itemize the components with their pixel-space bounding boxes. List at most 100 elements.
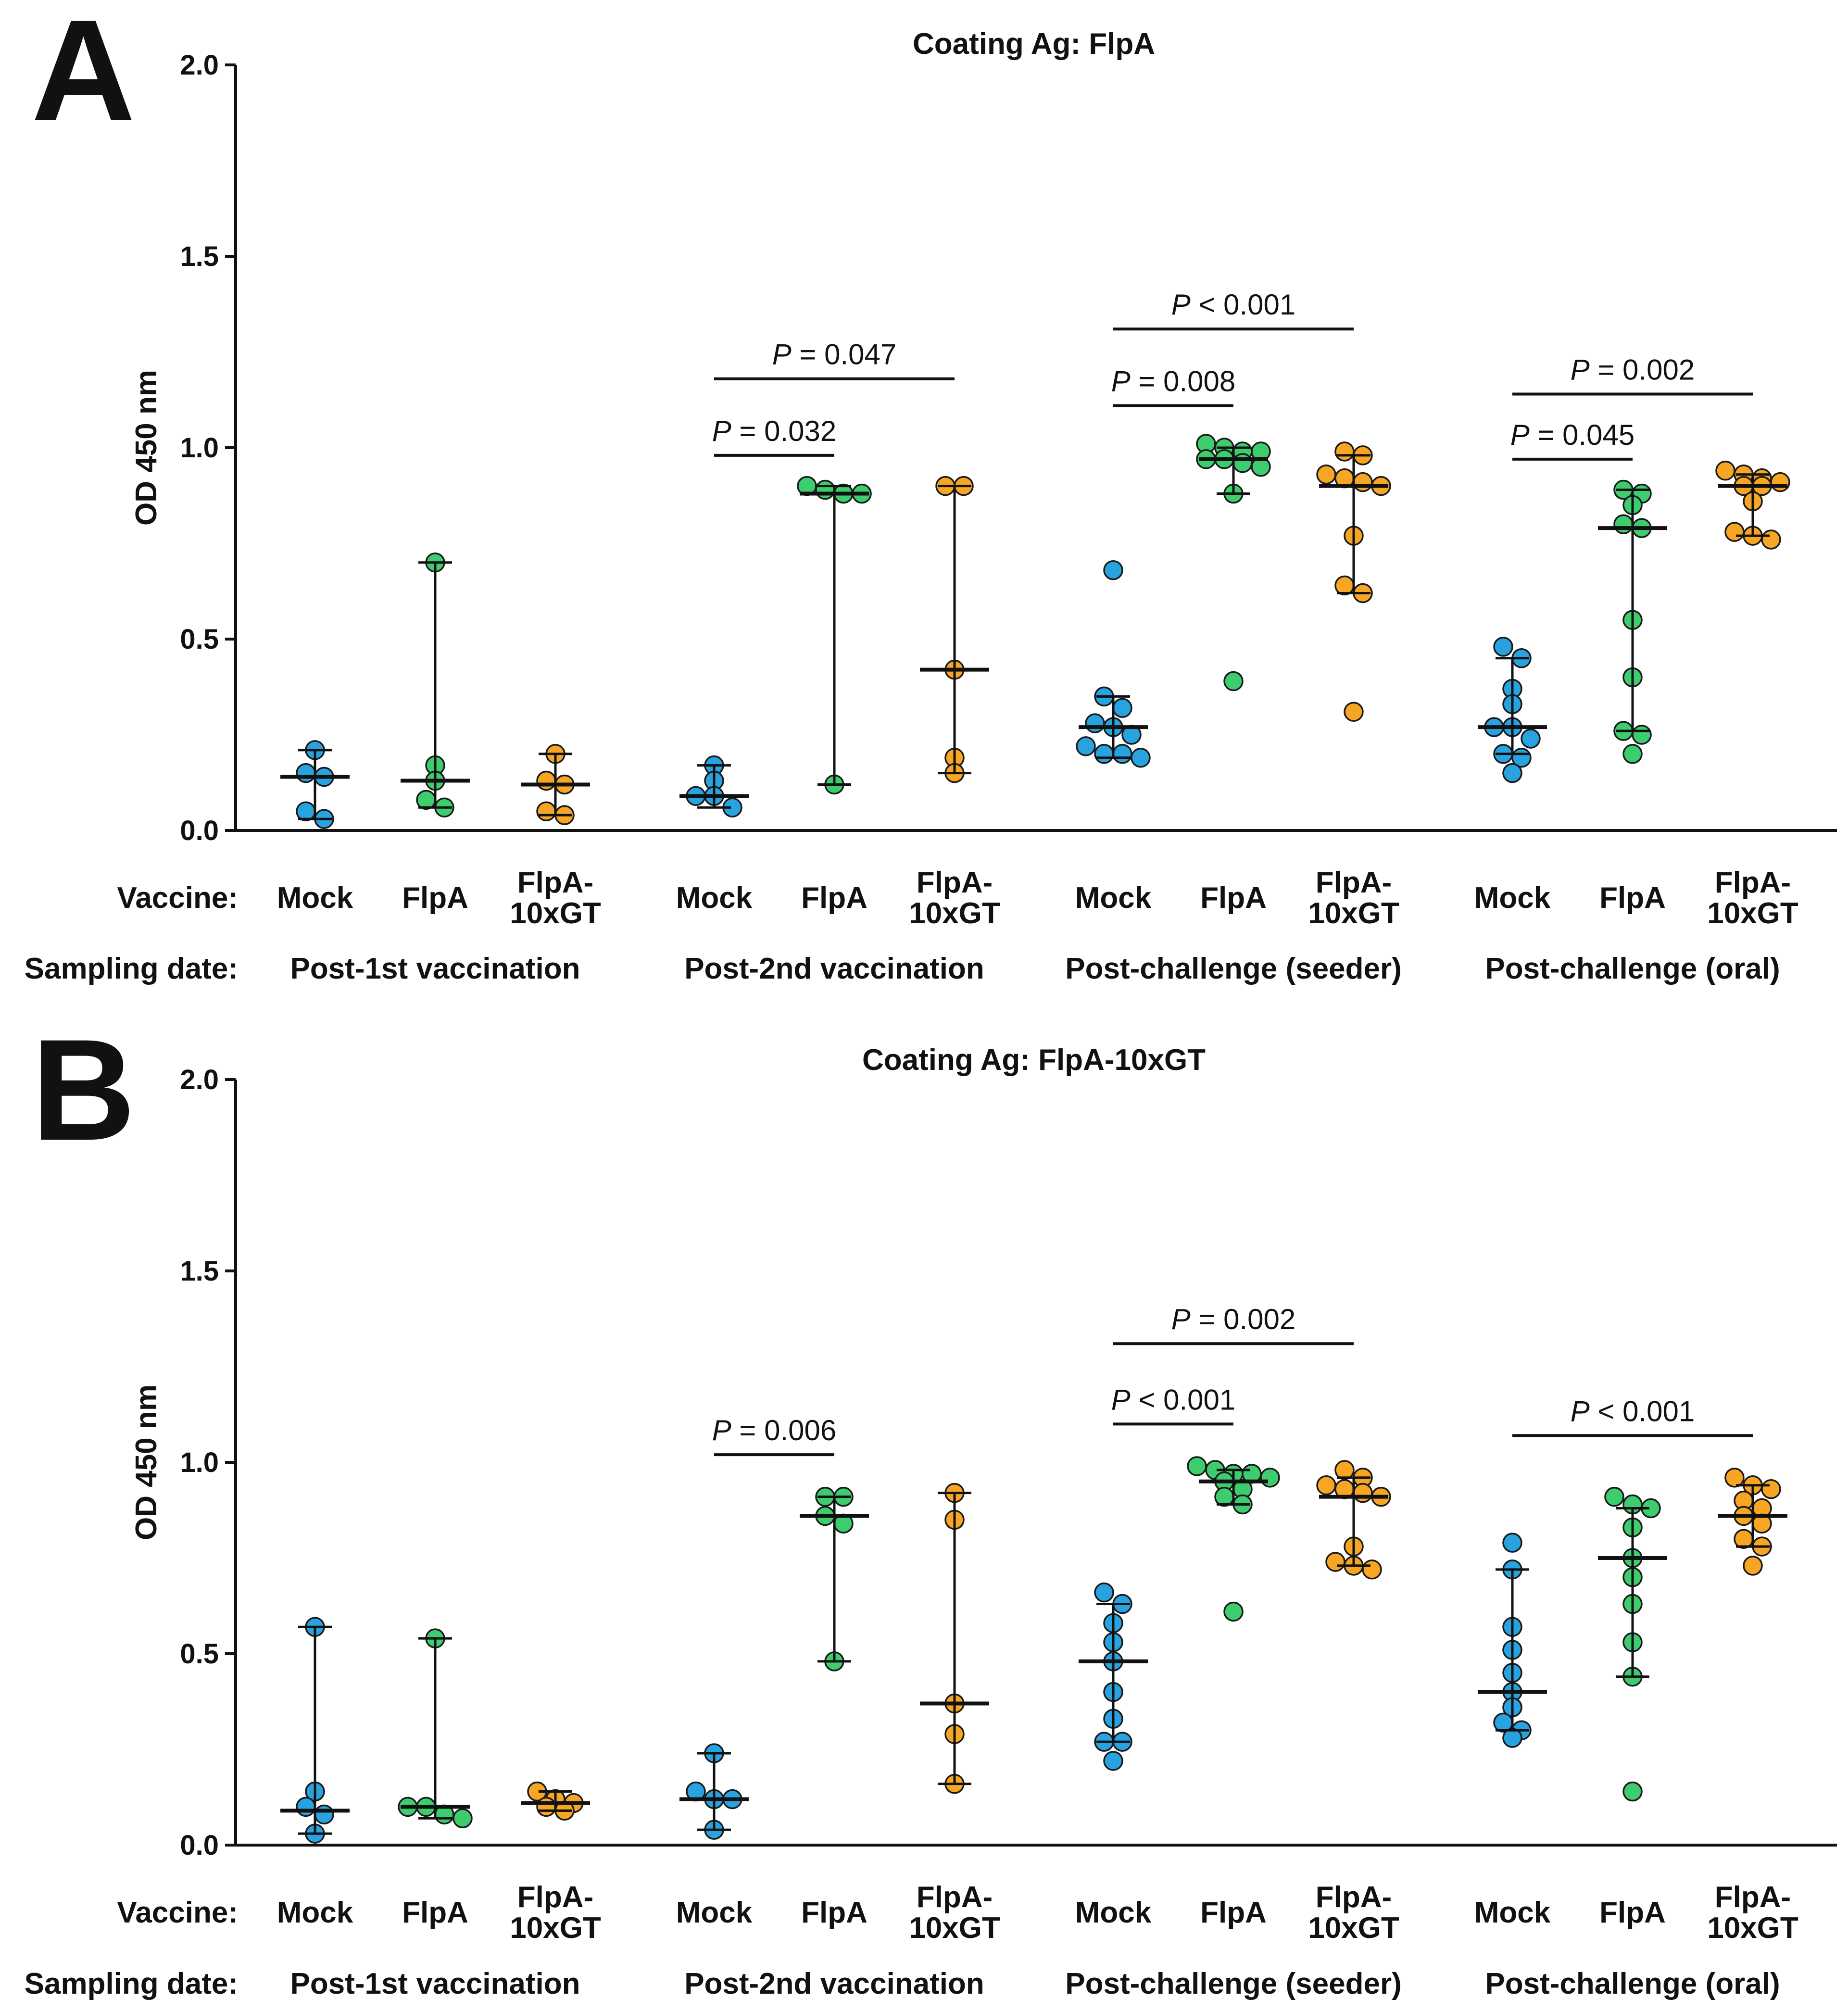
vaccine-label: FlpA- (1316, 866, 1392, 899)
vaccine-label: 10xGT (510, 1911, 601, 1945)
sampling-row-label: Sampling date: (25, 1967, 238, 2000)
panel-letter: A (31, 0, 136, 151)
vaccine-row-label: Vaccine: (117, 1896, 238, 1929)
data-point (296, 1797, 316, 1817)
data-point (1316, 464, 1336, 485)
vaccine-label: FlpA (1599, 881, 1666, 915)
p-value-label: P < 0.001 (1571, 1395, 1695, 1427)
y-tick-label: 1.5 (180, 241, 219, 272)
sampling-row-label: Sampling date: (25, 952, 238, 985)
p-value-label: P = 0.047 (772, 339, 897, 371)
sampling-date-label: Post-challenge (oral) (1485, 1967, 1780, 2000)
data-point (453, 1808, 473, 1829)
data-point (1502, 1728, 1522, 1748)
data-point (1761, 1479, 1781, 1499)
data-point (296, 801, 316, 821)
p-value-label: P = 0.008 (1111, 365, 1236, 397)
p-value-label: P = 0.006 (712, 1414, 837, 1446)
data-point (1353, 1483, 1373, 1503)
vaccine-label: FlpA (402, 881, 468, 915)
vaccine-label: 10xGT (510, 897, 601, 930)
data-point (1187, 1456, 1207, 1476)
data-point (1232, 453, 1253, 473)
y-tick-label: 1.0 (180, 1447, 219, 1478)
y-axis-label: OD 450 nm (130, 370, 163, 526)
vaccine-label: FlpA (1599, 1896, 1666, 1929)
y-axis-label: OD 450 nm (130, 1384, 163, 1540)
data-point (1353, 472, 1373, 492)
data-point (1734, 1529, 1754, 1549)
data-point (815, 479, 835, 500)
data-point (1761, 529, 1781, 550)
data-point (536, 801, 556, 821)
sampling-date-label: Post-2nd vaccination (684, 1967, 984, 2000)
y-tick-label: 0.5 (180, 1638, 219, 1670)
data-point (1334, 441, 1355, 462)
data-point (1112, 698, 1132, 718)
data-point (1334, 575, 1355, 596)
vaccine-label: 10xGT (1707, 897, 1798, 930)
vaccine-label: FlpA (1200, 881, 1267, 915)
vaccine-label: Mock (676, 881, 753, 915)
vaccine-label: Mock (1075, 1896, 1152, 1929)
y-tick-label: 0.0 (180, 815, 219, 846)
y-tick-label: 0.0 (180, 1830, 219, 1861)
data-point (1131, 748, 1151, 768)
data-point (1094, 744, 1114, 764)
vaccine-label: Mock (1474, 1896, 1551, 1929)
vaccine-label: FlpA- (1715, 1881, 1791, 1914)
vaccine-row-label: Vaccine: (117, 881, 238, 915)
data-point (416, 790, 436, 810)
vaccine-label: 10xGT (1308, 1911, 1399, 1945)
vaccine-label: FlpA- (917, 866, 993, 899)
data-point (1260, 1468, 1280, 1488)
data-point (1223, 671, 1244, 691)
data-point (1724, 1468, 1745, 1488)
data-point (1715, 461, 1735, 481)
data-point (1724, 522, 1745, 542)
data-point (1103, 560, 1123, 580)
y-tick-label: 1.5 (180, 1256, 219, 1287)
sampling-date-label: Post-challenge (oral) (1485, 952, 1780, 985)
data-point (536, 1797, 556, 1817)
data-point (1521, 729, 1541, 749)
vaccine-label: Mock (676, 1896, 753, 1929)
data-point (1613, 514, 1634, 534)
vaccine-label: FlpA (402, 1896, 468, 1929)
vaccine-label: Mock (277, 881, 353, 915)
data-point (1223, 1601, 1244, 1622)
data-point (1103, 1751, 1123, 1771)
sampling-date-label: Post-challenge (seeder) (1065, 1967, 1401, 2000)
data-point (1325, 1552, 1345, 1572)
data-point (1094, 1582, 1114, 1603)
data-point (1502, 763, 1522, 783)
data-point (1344, 702, 1364, 722)
chart-title: Coating Ag: FlpA (913, 27, 1155, 61)
sampling-date-label: Post-challenge (seeder) (1065, 952, 1401, 985)
vaccine-label: 10xGT (1308, 897, 1399, 930)
vaccine-label: FlpA (1200, 1896, 1267, 1929)
data-point (1770, 472, 1790, 492)
vaccine-label: Mock (1474, 881, 1551, 915)
data-point (296, 763, 316, 783)
data-point (1604, 1486, 1624, 1507)
sampling-date-label: Post-1st vaccination (290, 1967, 580, 2000)
vaccine-label: FlpA (801, 1896, 867, 1929)
panel-letter: B (31, 1009, 136, 1170)
data-point (1214, 1486, 1234, 1507)
vaccine-label: Mock (1075, 881, 1152, 915)
vaccine-label: FlpA- (517, 1881, 593, 1914)
data-point (1316, 1475, 1336, 1496)
data-point (1622, 744, 1643, 764)
vaccine-label: FlpA- (1316, 1881, 1392, 1914)
p-value-label: P < 0.001 (1171, 289, 1296, 321)
data-point (1493, 637, 1513, 657)
chart-title: Coating Ag: FlpA-10xGT (862, 1043, 1206, 1077)
y-tick-label: 2.0 (180, 1064, 219, 1095)
p-value-label: P = 0.045 (1510, 419, 1635, 451)
vaccine-label: FlpA- (517, 866, 593, 899)
vaccine-label: 10xGT (909, 1911, 1000, 1945)
sampling-date-label: Post-2nd vaccination (684, 952, 984, 985)
data-point (536, 770, 556, 791)
